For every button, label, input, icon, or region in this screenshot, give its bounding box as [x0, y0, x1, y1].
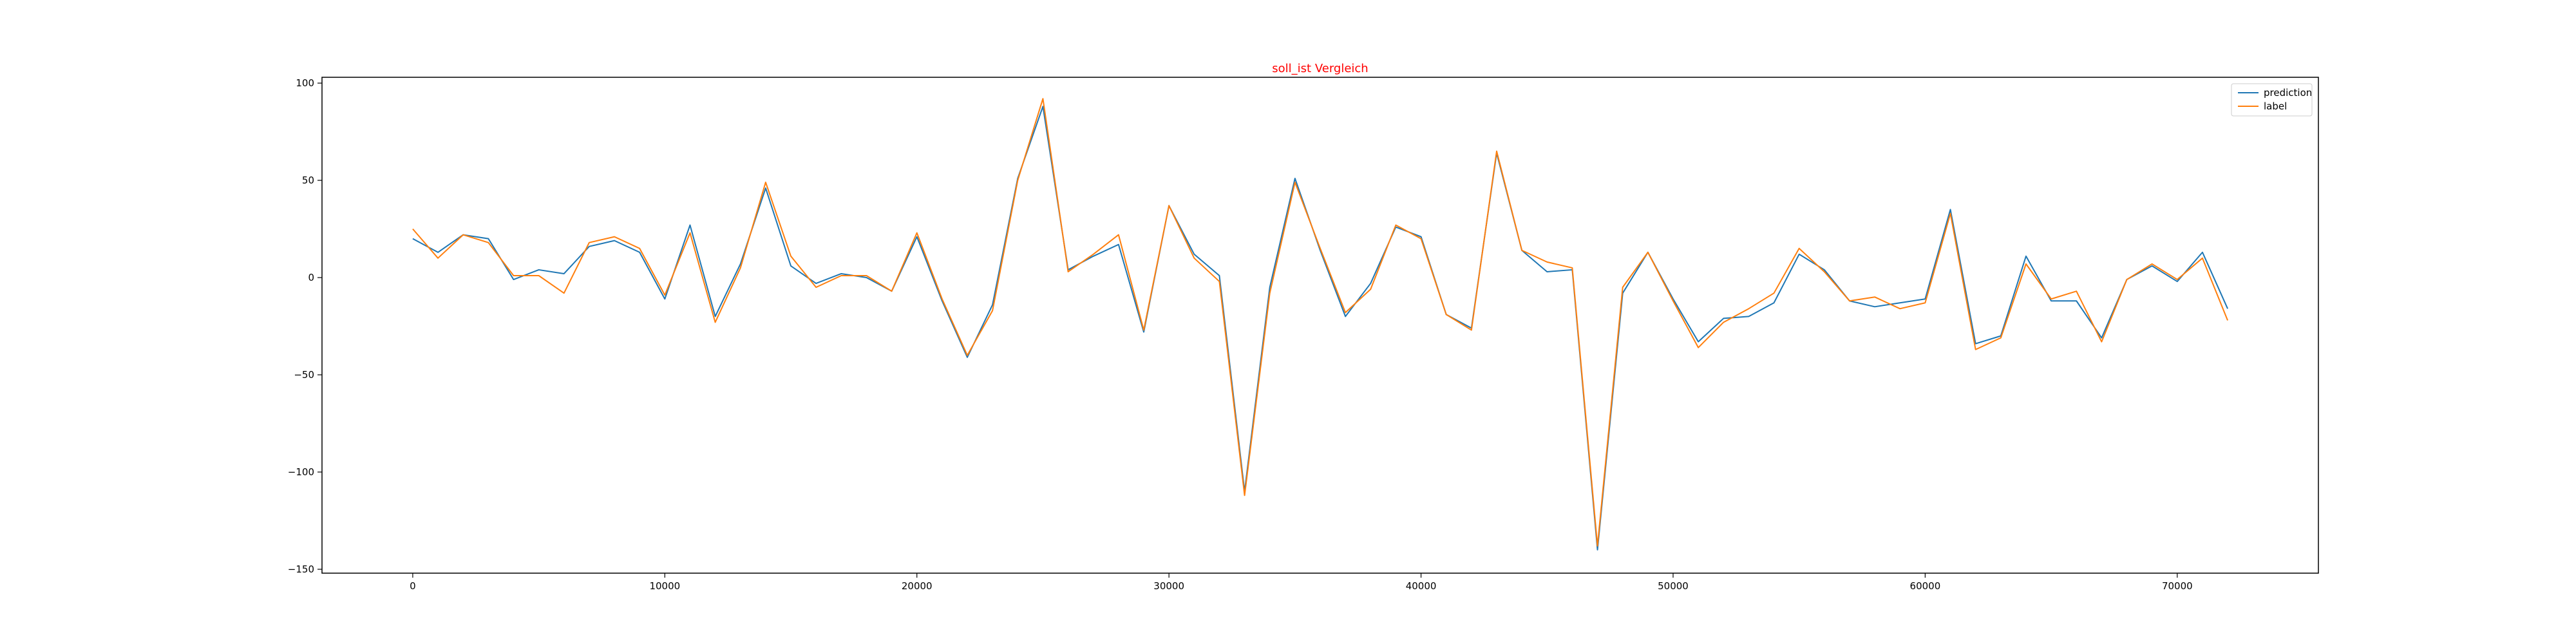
y-tick-label: 100 — [296, 77, 314, 89]
x-tick-label: 50000 — [1658, 580, 1689, 592]
x-tick-label: 40000 — [1406, 580, 1437, 592]
x-tick-label: 60000 — [1910, 580, 1941, 592]
series-line-prediction — [412, 106, 2229, 551]
chart-title: soll_ist Vergleich — [1272, 62, 1368, 75]
series-line-label — [412, 98, 2229, 547]
y-tick-label: −50 — [294, 369, 314, 381]
y-tick-label: 50 — [302, 175, 314, 186]
legend-label-prediction: prediction — [2264, 87, 2312, 99]
y-tick-label: −150 — [288, 564, 314, 575]
y-tick-label: −100 — [288, 466, 314, 478]
y-axis: 100 50 0 −50 −100 −150 — [288, 77, 322, 575]
legend-label-label: label — [2264, 100, 2287, 112]
x-axis: 0 10000 20000 30000 40000 50000 60000 70000 — [410, 573, 2193, 592]
x-tick-label: 30000 — [1153, 580, 1184, 592]
x-tick-label: 0 — [410, 580, 416, 592]
legend-box — [2231, 83, 2313, 117]
series-layer — [412, 98, 2229, 551]
x-tick-label: 10000 — [649, 580, 680, 592]
x-tick-label: 20000 — [902, 580, 933, 592]
plot-area-frame — [321, 77, 2319, 574]
y-tick-label: 0 — [308, 272, 314, 283]
x-tick-label: 70000 — [2162, 580, 2193, 592]
